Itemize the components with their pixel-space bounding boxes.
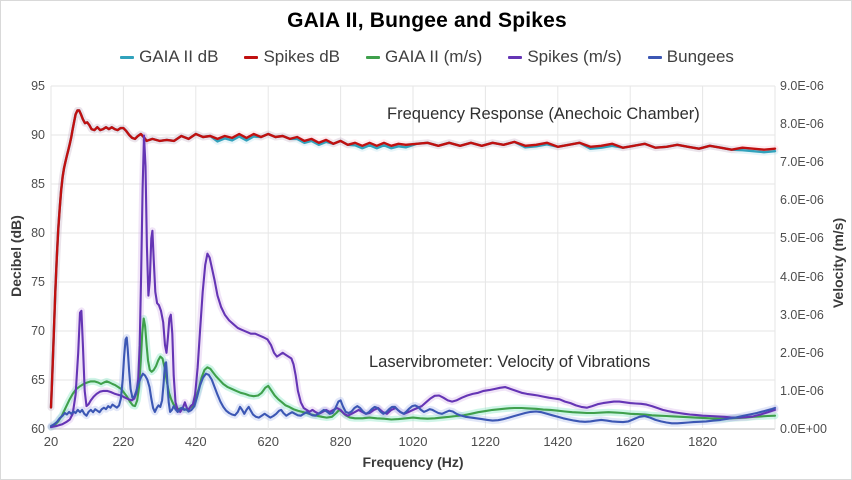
y-right-tick-label: 8.0E-06 xyxy=(780,117,824,132)
annotation-frequency-response: Frequency Response (Anechoic Chamber) xyxy=(387,105,700,123)
legend-label: Spikes dB xyxy=(263,47,341,66)
legend-dash-icon xyxy=(647,55,662,59)
y-left-tick-label: 90 xyxy=(31,128,45,142)
legend-dash-icon xyxy=(366,55,381,59)
y-left-tick-label: 65 xyxy=(31,373,45,387)
series-line-gaia-ii-m-s xyxy=(49,317,777,429)
chart-title: GAIA II, Bungee and Spikes xyxy=(287,9,567,32)
legend-label: GAIA II dB xyxy=(139,47,219,66)
y-axis-left-title: Decibel (dB) xyxy=(8,215,24,297)
annotation-laservibrometer: Laservibrometer: Velocity of Vibrations xyxy=(369,353,651,371)
legend-dash-icon xyxy=(120,55,135,59)
y-left-tick-label: 75 xyxy=(31,275,45,289)
y-right-tick-label: 1.0E-06 xyxy=(780,383,824,398)
y-left-tick-label: 85 xyxy=(31,177,45,191)
y-right-tick-label: 2.0E-06 xyxy=(780,345,824,360)
series-line-bungees xyxy=(49,336,777,428)
y-right-tick-label: 0.0E+00 xyxy=(780,422,827,436)
legend-item-gaia-ii-db: GAIA II dB xyxy=(120,47,218,67)
x-tick-label: 1220 xyxy=(470,434,500,449)
x-tick-label: 20 xyxy=(43,434,59,449)
legend-dash-icon xyxy=(508,55,523,59)
legend-label: Bungees xyxy=(666,47,734,66)
y-right-tick-label: 7.0E-06 xyxy=(780,155,824,170)
chart-legend: GAIA II dB Spikes dB GAIA II (m/s) Spikes (… xyxy=(1,47,851,67)
y-left-tick-label: 95 xyxy=(31,79,45,93)
x-axis-title: Frequency (Hz) xyxy=(362,454,464,470)
y-right-tick-label: 9.0E-06 xyxy=(780,79,824,93)
x-tick-label: 420 xyxy=(184,434,207,449)
x-tick-label: 1820 xyxy=(688,434,718,449)
legend-item-bungees: Bungees xyxy=(647,47,734,67)
y-left-tick-label: 60 xyxy=(31,422,45,436)
x-tick-label: 620 xyxy=(257,434,280,449)
legend-item-spikes-m-s: Spikes (m/s) xyxy=(508,47,622,67)
x-tick-label: 820 xyxy=(329,434,352,449)
legend-item-spikes-db: Spikes dB xyxy=(244,47,340,67)
series-line-spikes-db xyxy=(49,109,777,409)
y-right-tick-label: 4.0E-06 xyxy=(780,269,824,284)
y-axis-right-title: Velocity (m/s) xyxy=(830,217,846,309)
x-tick-label: 1420 xyxy=(543,434,573,449)
y-right-tick-label: 3.0E-06 xyxy=(780,307,824,322)
y-left-tick-label: 70 xyxy=(31,324,45,338)
legend-label: Spikes (m/s) xyxy=(527,47,622,66)
x-tick-label: 220 xyxy=(112,434,135,449)
y-right-tick-label: 5.0E-06 xyxy=(780,231,824,246)
series-line-spikes-m-s xyxy=(49,134,777,429)
legend-dash-icon xyxy=(244,55,259,59)
y-right-tick-label: 6.0E-06 xyxy=(780,193,824,208)
legend-label: GAIA II (m/s) xyxy=(385,47,483,66)
x-tick-label: 1620 xyxy=(615,434,645,449)
y-left-tick-label: 80 xyxy=(31,226,45,240)
legend-item-gaia-ii-m-s: GAIA II (m/s) xyxy=(366,47,482,67)
x-tick-label: 1020 xyxy=(398,434,428,449)
